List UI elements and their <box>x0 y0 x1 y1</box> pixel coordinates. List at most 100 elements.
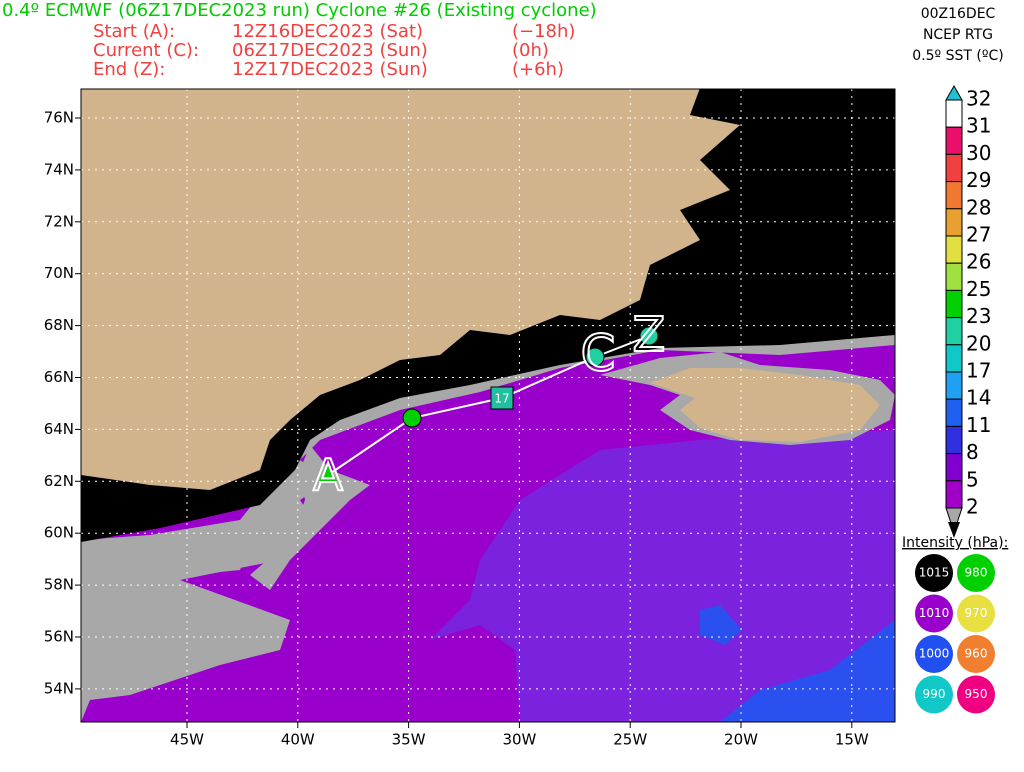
sst-header: 0.5º SST (ºC) <box>912 48 1003 64</box>
lat-label: 64N <box>44 420 74 438</box>
header-lines: Start (A): 12Z16DEC2023 (Sat) (−18h) Curren… <box>93 21 575 80</box>
sst-region <box>118 548 250 575</box>
sst-level: 5 <box>966 467 979 491</box>
intensity-swatch <box>915 554 953 592</box>
header-text: (0h) <box>512 40 549 61</box>
lon-label: 35W <box>392 731 426 749</box>
lat-label: 68N <box>44 316 74 334</box>
lat-label: 60N <box>44 524 74 542</box>
sst-swatch <box>945 99 963 128</box>
track-point-label: 17 <box>494 392 509 406</box>
intensity-legend: Intensity (hPa): 1015 980 1010 970 1000 960 990… <box>902 535 1008 714</box>
intensity-title: Intensity (hPa): <box>902 535 1008 551</box>
header-text: Current (C): <box>93 40 199 61</box>
sst-region <box>81 330 895 722</box>
sst-swatch <box>945 344 963 373</box>
intensity-label: 950 <box>965 687 988 701</box>
sst-level: 20 <box>966 331 991 355</box>
sst-swatch <box>945 453 963 482</box>
sst-level: 11 <box>966 413 991 437</box>
lon-label: 20W <box>724 731 758 749</box>
sst-level: 14 <box>966 386 991 410</box>
sst-level: 2 <box>966 495 979 519</box>
intensity-swatch <box>957 675 995 714</box>
sst-swatch <box>945 480 963 509</box>
land <box>81 89 740 490</box>
sst-region <box>700 605 742 645</box>
sst-swatch <box>945 371 963 400</box>
track-point <box>585 347 605 367</box>
sst-arrow <box>945 84 963 101</box>
track-point <box>639 326 659 346</box>
header-text: 12Z17DEC2023 (Sun) <box>232 59 428 80</box>
grid <box>81 89 895 722</box>
header-text: (−18h) <box>512 21 575 42</box>
intensity-swatch <box>957 594 995 633</box>
lat-label: 70N <box>44 264 74 282</box>
intensity-label: 1015 <box>919 566 950 580</box>
track: 17 A C Z <box>312 306 667 502</box>
sst-swatch <box>945 181 963 210</box>
sst-swatch <box>945 208 963 237</box>
lat-label: 74N <box>44 160 74 178</box>
sst-swatch <box>945 317 963 346</box>
sst-swatch <box>945 425 963 455</box>
sst-level: 27 <box>966 223 991 247</box>
header-text: 12Z16DEC2023 (Sat) <box>232 21 423 42</box>
lon-label: 45W <box>170 731 204 749</box>
lat-label: 58N <box>44 576 74 594</box>
sst-swatch <box>945 398 963 427</box>
sst-level: 17 <box>966 359 991 383</box>
sst-level: 28 <box>966 195 991 219</box>
header-text: (+6h) <box>512 59 564 80</box>
lat-label: 76N <box>44 109 74 127</box>
sst-swatch <box>945 289 963 319</box>
axes: 76N 74N 72N 70N 68N 66N 64N 62N 60N 58N 56N 54N 45W 4… <box>44 109 869 749</box>
sst-level: 30 <box>966 141 991 165</box>
lat-label: 56N <box>44 628 74 646</box>
track-point <box>319 465 337 481</box>
intensity-label: 980 <box>965 566 988 580</box>
map-frame <box>80 88 896 723</box>
lat-label: 62N <box>44 472 74 490</box>
intensity-label: 970 <box>965 606 988 620</box>
track-marker: C <box>581 325 616 383</box>
sst-region <box>430 430 895 722</box>
intensity-swatch <box>915 675 953 714</box>
lat-label: 72N <box>44 212 74 230</box>
intensity-label: 1000 <box>919 647 950 661</box>
land <box>650 368 880 442</box>
lat-label: 54N <box>44 679 74 697</box>
sst-arrow <box>945 507 963 534</box>
sst-level: 32 <box>966 87 991 111</box>
track-marker: A <box>313 450 343 501</box>
lon-label: 40W <box>281 731 315 749</box>
intensity-swatch <box>957 635 995 673</box>
lon-label: 15W <box>835 731 869 749</box>
header-text: 06Z17DEC2023 (Sun) <box>232 40 428 61</box>
intensity-label: 1010 <box>919 606 950 620</box>
track-point <box>402 408 422 428</box>
track-marker: Z <box>633 307 666 363</box>
sst-level: 23 <box>966 304 991 328</box>
sst-region <box>720 620 895 722</box>
sst-arrow <box>948 522 960 538</box>
lon-label: 30W <box>502 731 536 749</box>
header-text: End (Z): <box>93 59 165 80</box>
intensity-swatch <box>915 635 953 673</box>
sst-level: 8 <box>966 440 979 464</box>
header-text: Start (A): <box>93 21 175 42</box>
sst-swatch <box>945 235 963 264</box>
sst-level: 26 <box>966 250 991 274</box>
intensity-swatch <box>957 554 995 592</box>
map: 17 A C Z <box>81 89 895 722</box>
lon-label: 25W <box>613 731 647 749</box>
sst-level: 31 <box>966 114 991 138</box>
sst-header: 00Z16DEC <box>921 6 996 22</box>
sst-level: 25 <box>966 277 991 301</box>
track-point <box>490 386 514 410</box>
title: 0.4º ECMWF (06Z17DEC2023 run) Cyclone #2… <box>2 0 597 21</box>
sst-level: 29 <box>966 168 991 192</box>
